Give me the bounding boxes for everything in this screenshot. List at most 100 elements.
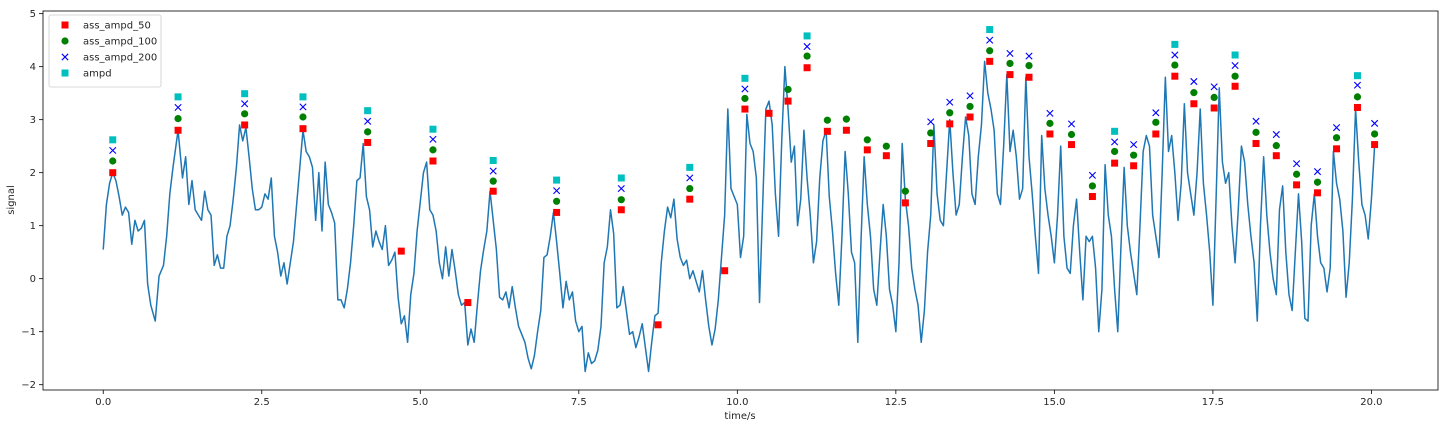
legend-item: ass_ampd_50 xyxy=(61,21,151,32)
ass_ampd_100-point xyxy=(1190,89,1198,97)
ass_ampd_100-point xyxy=(1025,61,1033,70)
ampd-point xyxy=(1353,72,1361,80)
legend-label: ass_ampd_50 xyxy=(83,21,151,32)
ass_ampd_50-point xyxy=(986,57,994,65)
legend-label: ass_ampd_100 xyxy=(83,37,157,48)
ass_ampd_50-point xyxy=(1067,141,1075,149)
ass_ampd_50-point xyxy=(1272,152,1280,160)
x-tick-label: 15.0 xyxy=(1043,397,1065,408)
ampd-point xyxy=(686,163,694,171)
ampd-point xyxy=(553,176,561,184)
ass_ampd_200-point xyxy=(1313,168,1322,176)
ampd-point xyxy=(489,156,497,164)
legend-marker xyxy=(61,21,69,29)
series-ass_ampd_100 xyxy=(109,47,1379,205)
ass_ampd_50-point xyxy=(1006,71,1014,79)
y-tick-label: 4 xyxy=(30,62,36,73)
ass_ampd_100-point xyxy=(1210,93,1218,102)
legend-item: ass_ampd_200 xyxy=(61,53,157,64)
ass_ampd_100-point xyxy=(174,115,182,123)
ampd-point xyxy=(1231,51,1239,59)
x-tick-label: 17.5 xyxy=(1202,397,1224,408)
y-tick-label: 1 xyxy=(30,221,36,232)
x-axis: 0.0 2.5 5.0 7.5 10.0 12.5 15.0 17.5 20.0 xyxy=(95,390,1383,408)
ass_ampd_100-point xyxy=(901,187,909,195)
ass_ampd_50-point xyxy=(1190,100,1198,108)
legend-label: ampd xyxy=(83,69,112,80)
ass_ampd_50-point xyxy=(1130,162,1138,170)
ass_ampd_200-point xyxy=(109,146,117,154)
ass_ampd_50-point xyxy=(1293,181,1301,189)
legend-label: ass_ampd_200 xyxy=(83,53,157,64)
ass_ampd_200-point xyxy=(489,167,497,175)
ass_ampd_50-point xyxy=(553,208,561,216)
ass_ampd_200-point xyxy=(1006,49,1014,57)
y-tick-label: 3 xyxy=(30,115,36,126)
signal-line-layer xyxy=(102,60,1376,373)
ass_ampd_50-point xyxy=(1371,141,1379,149)
ass_ampd_100-point xyxy=(882,142,890,150)
ass_ampd_100-point xyxy=(1370,130,1379,138)
ampd-point xyxy=(741,74,749,82)
ass_ampd_100-point xyxy=(986,47,994,55)
legend-box xyxy=(48,14,162,88)
signal-line xyxy=(102,60,1376,373)
ass_ampd_100-point xyxy=(1272,142,1280,150)
ass_ampd_50-point xyxy=(397,247,405,255)
ass_ampd_50-point xyxy=(1314,189,1322,197)
x-axis-label: time/s xyxy=(724,411,755,422)
ass_ampd_200-point xyxy=(1171,51,1179,59)
ass_ampd_100-point xyxy=(489,177,497,185)
peak-markers-layer xyxy=(109,26,1379,329)
x-tick-label: 7.5 xyxy=(571,397,587,408)
ass_ampd_50-point xyxy=(109,169,117,177)
ass_ampd_100-point xyxy=(1171,61,1179,69)
ass_ampd_50-point xyxy=(174,126,182,134)
ass_ampd_50-point xyxy=(741,105,749,113)
ampd-point xyxy=(986,26,994,34)
y-axis: −2 −1 0 1 2 3 4 5 xyxy=(21,9,43,391)
ass_ampd_100-point xyxy=(553,197,561,205)
ass_ampd_100-point xyxy=(1332,134,1341,142)
ass_ampd_200-point xyxy=(966,92,974,100)
y-tick-label: −1 xyxy=(21,327,36,338)
ass_ampd_100-point xyxy=(1088,182,1097,190)
series-ampd xyxy=(109,26,1361,184)
ass_ampd_50-point xyxy=(686,195,694,203)
ass_ampd_50-point xyxy=(863,146,871,154)
ass_ampd_200-point xyxy=(241,100,249,108)
ass_ampd_50-point xyxy=(927,140,935,148)
ass_ampd_50-point xyxy=(1025,73,1033,81)
ass_ampd_200-point xyxy=(1088,171,1097,179)
ampd-point xyxy=(174,93,182,101)
ass_ampd_50-point xyxy=(1152,130,1160,138)
ampd-point xyxy=(364,107,372,115)
legend-marker xyxy=(61,69,69,77)
ass_ampd_50-point xyxy=(721,267,729,275)
ass_ampd_200-point xyxy=(986,36,994,44)
ass_ampd_200-point xyxy=(364,117,372,125)
ass_ampd_50-point xyxy=(1088,193,1096,201)
ass_ampd_200-point xyxy=(299,103,307,111)
ass_ampd_200-point xyxy=(1332,124,1341,132)
ass_ampd_100-point xyxy=(803,52,811,60)
ampd-point xyxy=(299,93,307,101)
ass_ampd_50-point xyxy=(241,121,249,129)
ass_ampd_200-point xyxy=(429,135,437,143)
ass_ampd_200-point xyxy=(1231,62,1239,70)
ass_ampd_50-point xyxy=(946,120,954,128)
ass_ampd_200-point xyxy=(1130,140,1138,149)
ass_ampd_100-point xyxy=(617,196,625,204)
ass_ampd_50-point xyxy=(299,125,307,133)
plot-frame xyxy=(42,10,1439,391)
ass_ampd_100-point xyxy=(1313,178,1322,186)
ass_ampd_50-point xyxy=(1171,72,1179,80)
ass_ampd_200-point xyxy=(927,118,935,126)
ass_ampd_200-point xyxy=(1293,160,1301,168)
ass_ampd_50-point xyxy=(1353,103,1361,111)
ass_ampd_50-point xyxy=(842,126,850,134)
y-tick-label: −2 xyxy=(21,380,36,391)
y-axis-label: signal xyxy=(6,185,17,215)
x-tick-label: 0.0 xyxy=(95,397,111,408)
